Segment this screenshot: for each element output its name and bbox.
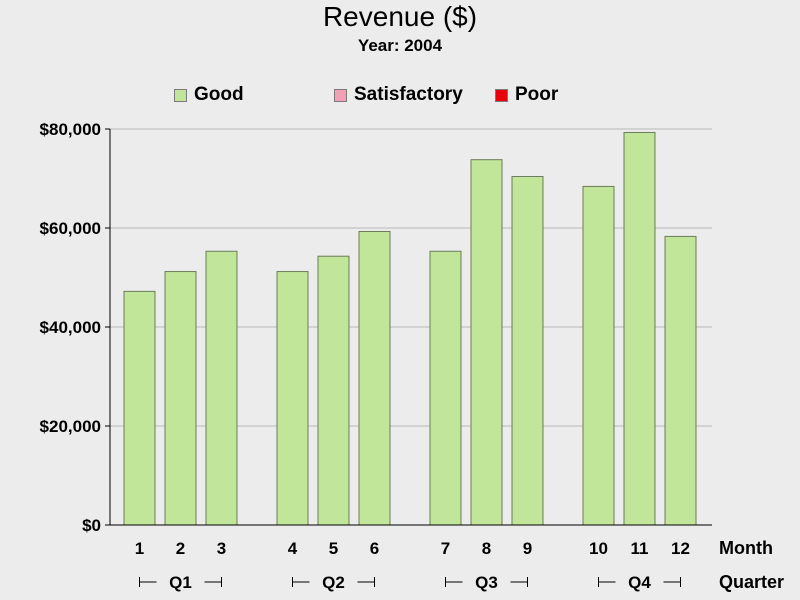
bar-month-2 xyxy=(164,271,197,526)
x-tick-label-month: 9 xyxy=(523,539,532,558)
axes xyxy=(105,128,712,526)
y-tick-label: $80,000 xyxy=(40,120,101,139)
legend-label-good: Good xyxy=(194,84,244,105)
bar-month-4 xyxy=(276,271,309,526)
x-group-label-quarter: Q3 xyxy=(475,573,498,592)
x-tick-label-month: 1 xyxy=(135,539,144,558)
bar-month-10 xyxy=(582,185,615,526)
chart-subtitle: Year: 2004 xyxy=(357,36,443,55)
x-tick-label-month: 4 xyxy=(288,539,298,558)
legend-swatch-satisfactory xyxy=(334,88,347,102)
x-tick-label-month: 10 xyxy=(589,539,608,558)
bar-month-9 xyxy=(511,176,544,526)
y-tick-label: $60,000 xyxy=(40,219,101,238)
bar-month-1 xyxy=(123,290,156,526)
legend-label-poor: Poor xyxy=(515,84,559,105)
x-tick-label-month: 2 xyxy=(176,539,185,558)
x-group-label-quarter: Q1 xyxy=(169,573,192,592)
legend-swatch-good xyxy=(174,88,187,102)
x-tick-label-month: 3 xyxy=(217,539,226,558)
legend-item-satisfactory: Satisfactory xyxy=(334,84,463,106)
bars xyxy=(123,131,697,526)
legend-label-satisfactory: Satisfactory xyxy=(354,84,463,105)
bar-month-6 xyxy=(358,230,391,526)
x-tick-label-month: 11 xyxy=(631,539,649,558)
legend-swatch-poor xyxy=(495,88,508,102)
x-tick-label-month: 6 xyxy=(370,539,379,558)
y-tick-label: $20,000 xyxy=(40,417,101,436)
x-axis-label-quarter: Quarter xyxy=(719,572,784,592)
bar-month-7 xyxy=(429,250,462,526)
bar-month-3 xyxy=(205,250,238,526)
x-group-label-quarter: Q2 xyxy=(322,573,345,592)
y-tick-label: $40,000 xyxy=(40,318,101,337)
legend-item-good: Good xyxy=(174,84,244,106)
bar-month-5 xyxy=(317,255,350,526)
x-tick-label-month: 12 xyxy=(671,539,690,558)
legend: Good Satisfactory Poor xyxy=(0,84,800,106)
x-axis-label-month: Month xyxy=(719,538,773,558)
chart-title: Revenue ($) xyxy=(322,1,478,32)
x-tick-label-month: 7 xyxy=(441,539,450,558)
bar-month-11 xyxy=(623,131,656,526)
bar-month-8 xyxy=(470,159,503,526)
grid-lines xyxy=(110,128,712,427)
y-tick-label: $0 xyxy=(82,516,101,535)
x-group-label-quarter: Q4 xyxy=(628,573,651,592)
x-tick-label-month: 8 xyxy=(482,539,491,558)
x-tick-label-month: 5 xyxy=(329,539,338,558)
bar-month-12 xyxy=(664,235,697,526)
legend-item-poor: Poor xyxy=(495,84,558,106)
